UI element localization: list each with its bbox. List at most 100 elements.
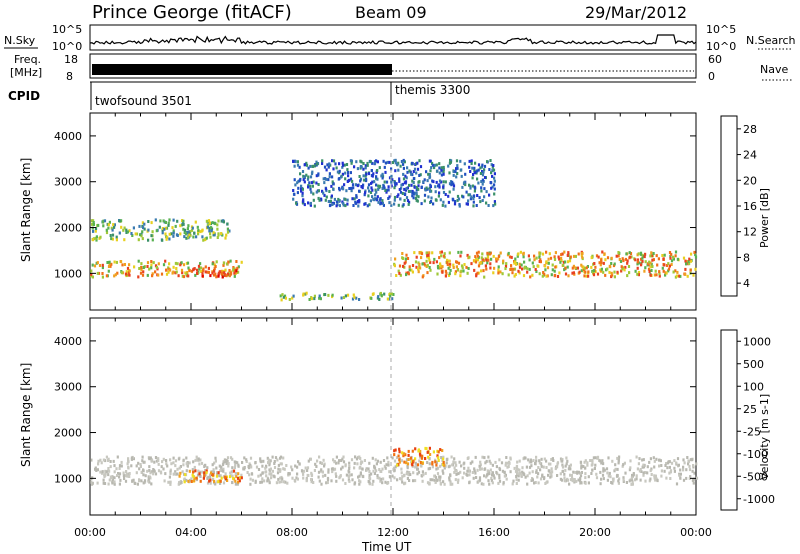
echo-cell: [182, 263, 186, 267]
echo-cell: [535, 270, 538, 273]
echo-cell: [376, 459, 379, 463]
echo-cell: [307, 185, 310, 189]
echo-cell: [294, 464, 297, 468]
echo-cell: [404, 453, 407, 457]
echo-cell: [179, 465, 182, 468]
echo-cell: [313, 204, 316, 208]
echo-cell: [487, 258, 490, 262]
echo-cell: [405, 196, 409, 200]
echo-cell: [141, 221, 144, 225]
echo-cell: [444, 464, 447, 468]
y-tick-label: 2000: [54, 427, 82, 440]
echo-cell: [381, 176, 384, 180]
echo-cell: [478, 196, 481, 200]
echo-cell: [212, 231, 215, 235]
echo-cell: [515, 482, 518, 485]
echo-cell: [665, 271, 668, 275]
echo-cell: [491, 185, 494, 189]
echo-cell: [120, 460, 123, 464]
echo-cell: [386, 456, 389, 460]
echo-cell: [540, 457, 543, 461]
echo-cell: [99, 458, 102, 462]
echo-cell: [546, 274, 549, 278]
echo-cell: [408, 479, 411, 482]
echo-cell: [388, 195, 391, 199]
echo-cell: [613, 262, 616, 266]
echo-cell: [273, 462, 276, 465]
cpid-program-2: themis 3300: [395, 83, 470, 97]
echo-cell: [417, 470, 421, 474]
echo-cell: [452, 460, 455, 464]
echo-cell: [650, 262, 653, 266]
echo-cell: [111, 237, 114, 241]
echo-cell: [471, 471, 474, 474]
echo-cell: [213, 479, 216, 483]
echo-cell: [451, 180, 454, 184]
echo-cell: [397, 269, 400, 273]
echo-cell: [367, 186, 370, 190]
echo-cell: [205, 236, 208, 240]
echo-cell: [261, 471, 264, 475]
echo-cell: [382, 477, 385, 481]
echo-cell: [321, 470, 324, 474]
echo-cell: [408, 183, 411, 187]
echo-cell: [275, 481, 278, 485]
echo-cell: [402, 257, 405, 260]
echo-cell: [268, 479, 271, 483]
echo-cell: [391, 178, 394, 182]
echo-cell: [109, 264, 112, 268]
echo-cell: [484, 176, 487, 179]
echo-cell: [346, 293, 350, 297]
echo-cell: [650, 467, 653, 471]
echo-cell: [613, 270, 616, 274]
echo-cell: [667, 262, 670, 266]
echo-cell: [476, 177, 479, 181]
echo-cell: [476, 258, 480, 262]
echo-cell: [551, 263, 554, 267]
echo-cell: [581, 255, 584, 259]
echo-cell: [440, 456, 443, 459]
echo-cell: [599, 459, 602, 463]
echo-cell: [324, 177, 327, 181]
echo-cell: [152, 468, 155, 471]
echo-cell: [140, 234, 143, 238]
echo-cell: [142, 473, 145, 477]
echo-cell: [188, 233, 191, 237]
echo-cell: [373, 464, 376, 468]
echo-cell: [278, 480, 281, 484]
echo-cell: [157, 462, 160, 466]
echo-cell: [607, 456, 610, 460]
echo-cell: [406, 462, 410, 466]
echo-cell: [215, 474, 219, 478]
echo-cell: [249, 456, 253, 460]
echo-cell: [150, 234, 153, 238]
echo-cell: [468, 183, 471, 187]
echo-cell: [115, 235, 118, 239]
echo-cell: [293, 192, 296, 196]
echo-cell: [470, 262, 473, 266]
colorbar-tick-label: -500: [743, 470, 768, 483]
echo-cell: [96, 468, 99, 472]
echo-cell: [686, 274, 689, 278]
echo-cell: [472, 476, 475, 480]
echo-cell: [301, 191, 304, 195]
echo-cell: [274, 456, 278, 460]
echo-cell: [644, 266, 647, 270]
echo-cell: [147, 228, 150, 232]
echo-cell: [414, 479, 417, 483]
echo-cell: [470, 162, 473, 165]
echo-cell: [92, 219, 95, 223]
echo-cell: [580, 252, 583, 255]
echo-cell: [309, 457, 312, 461]
echo-cell: [452, 187, 455, 191]
echo-cell: [130, 232, 133, 235]
echo-cell: [269, 467, 272, 471]
echo-cell: [348, 465, 351, 468]
echo-cell: [357, 475, 360, 479]
echo-cell: [497, 257, 500, 261]
echo-cell: [202, 267, 205, 271]
echo-cell: [480, 269, 483, 273]
echo-cell: [488, 252, 491, 256]
noise-left-tick-top: 10^5: [52, 23, 82, 36]
echo-cell: [354, 200, 357, 204]
